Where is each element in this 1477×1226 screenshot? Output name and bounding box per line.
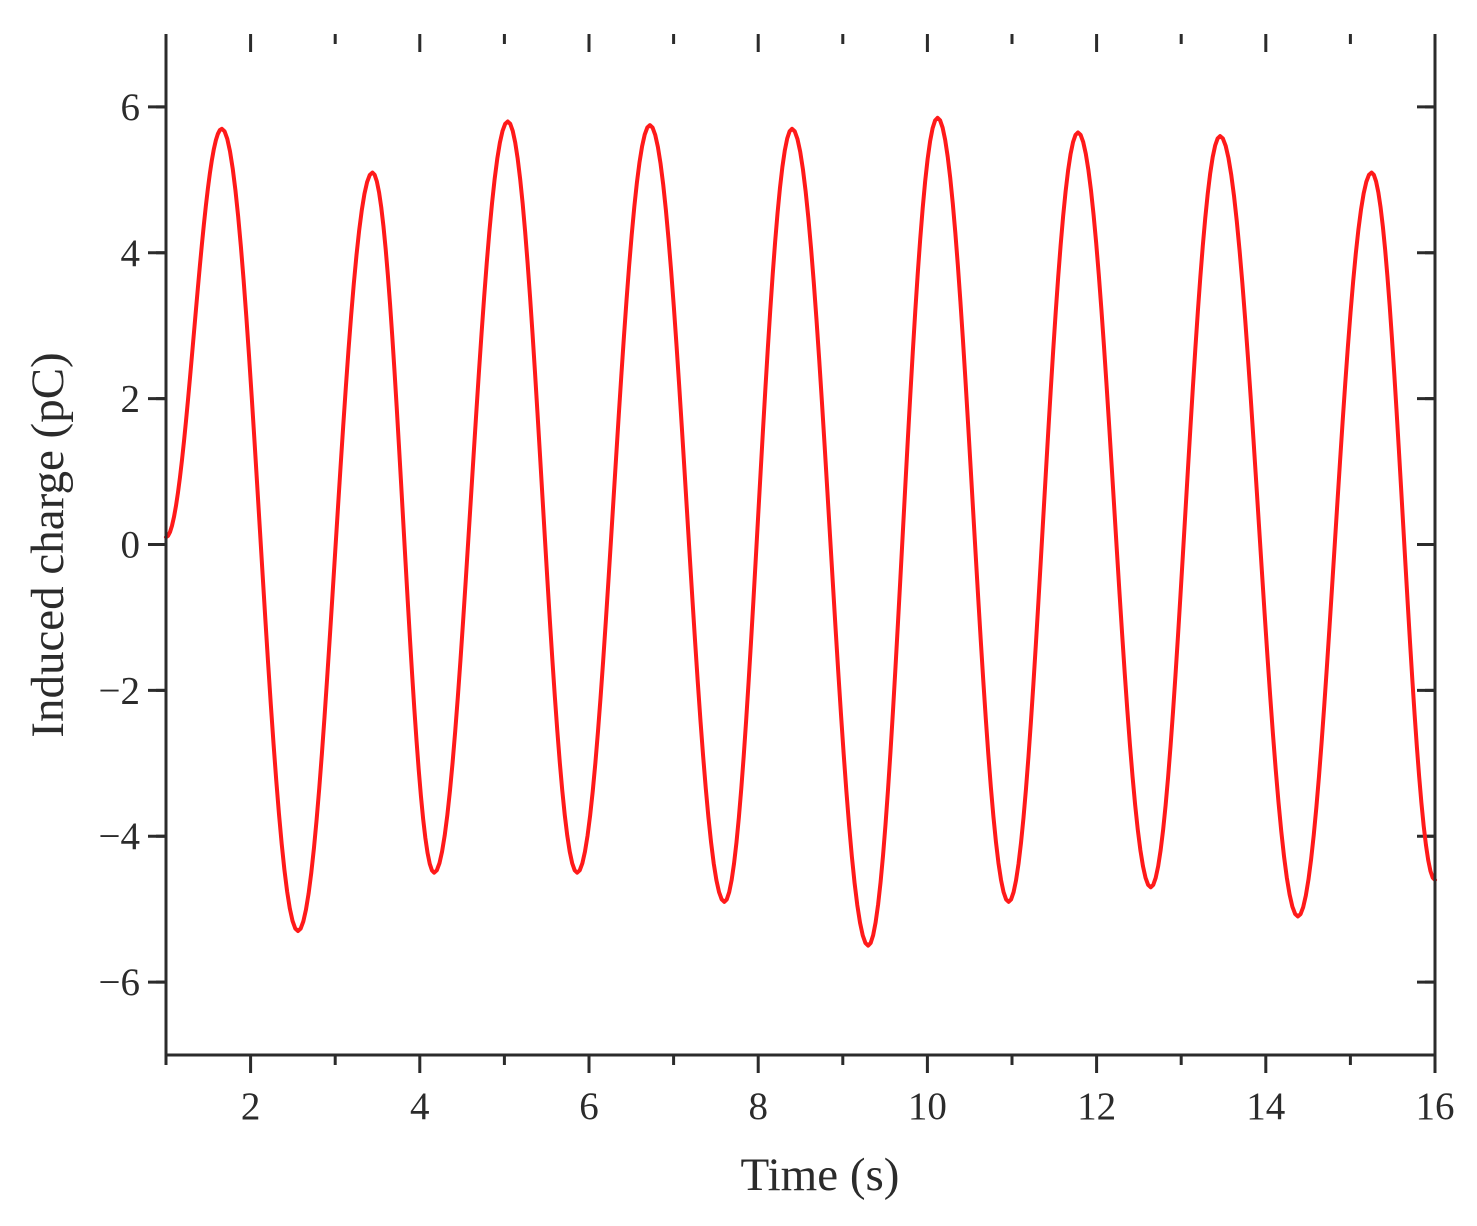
y-tick-label: 0 bbox=[121, 524, 141, 567]
y-tick-label: 6 bbox=[121, 86, 141, 129]
x-tick-label: 16 bbox=[1416, 1085, 1455, 1128]
y-tick-label: −6 bbox=[99, 961, 141, 1004]
x-tick-label: 12 bbox=[1077, 1085, 1116, 1128]
x-axis-title: Time (s) bbox=[741, 1149, 900, 1201]
y-tick-label: 2 bbox=[121, 378, 141, 421]
x-tick-label: 6 bbox=[579, 1085, 599, 1128]
y-tick-label: −2 bbox=[99, 669, 141, 712]
x-tick-label: 2 bbox=[241, 1085, 261, 1128]
x-tick-label: 14 bbox=[1246, 1085, 1285, 1128]
x-tick-label: 10 bbox=[908, 1085, 947, 1128]
y-axis-title: Induced charge (pC) bbox=[22, 352, 74, 737]
tick-layer: 2 4 6 8 10 12 14 16 −6 −4 −2 0 2 4 6 bbox=[99, 34, 1455, 1128]
x-tick-label: 4 bbox=[410, 1085, 430, 1128]
y-tick-label: 4 bbox=[121, 232, 141, 275]
series-line bbox=[164, 115, 1437, 948]
x-tick-label: 8 bbox=[748, 1085, 768, 1128]
axes-frame bbox=[164, 34, 1437, 1057]
y-tick-label: −4 bbox=[99, 815, 141, 858]
